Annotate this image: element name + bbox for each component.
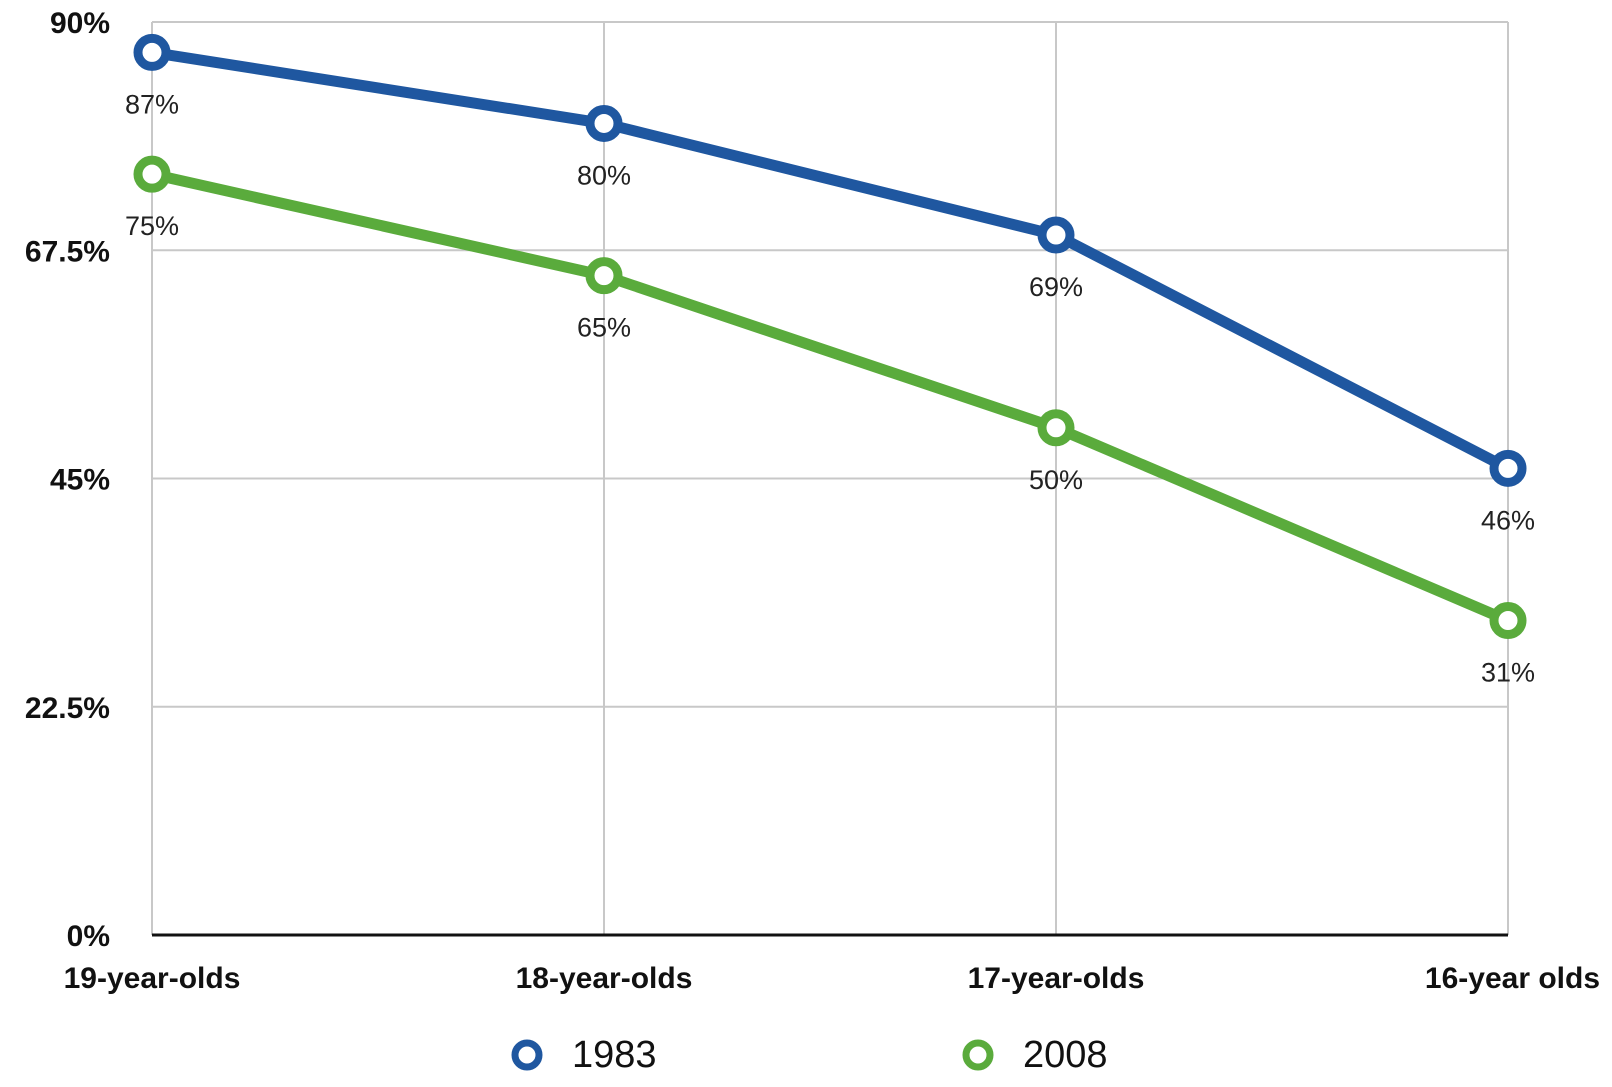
- x-tick-label: 17-year-olds: [968, 962, 1145, 995]
- data-point-1983: [1489, 449, 1527, 487]
- x-tick-label: 16-year olds: [1425, 962, 1600, 995]
- data-point-2008: [1489, 602, 1527, 640]
- data-label-1983: 46%: [1481, 505, 1535, 535]
- data-label-2008: 65%: [577, 313, 631, 343]
- x-axis-tick-labels: 19-year-olds 18-year-olds 17-year-olds 16-y…: [64, 962, 1600, 995]
- legend-label-2008: 2008: [1023, 1034, 1108, 1076]
- y-tick-label: 67.5%: [25, 235, 110, 268]
- y-tick-label: 0%: [67, 920, 110, 953]
- x-tick-label: 18-year-olds: [516, 962, 693, 995]
- y-tick-label: 90%: [50, 7, 110, 40]
- data-point-1983: [1037, 216, 1075, 254]
- y-tick-label: 45%: [50, 464, 110, 497]
- x-tick-label: 19-year-olds: [64, 962, 241, 995]
- data-label-2008: 50%: [1029, 465, 1083, 495]
- data-label-2008: 31%: [1481, 658, 1535, 688]
- legend-marker-1983: [511, 1039, 543, 1071]
- data-label-1983: 69%: [1029, 272, 1083, 302]
- data-point-1983: [133, 33, 171, 71]
- legend-marker-2008: [962, 1039, 994, 1071]
- data-point-2008: [585, 257, 623, 295]
- data-label-2008: 75%: [125, 211, 179, 241]
- legend: 1983 2008: [511, 1034, 1108, 1076]
- data-point-2008: [133, 155, 171, 193]
- data-point-1983: [585, 104, 623, 142]
- data-labels: 87% 80% 69% 46% 75% 65% 50% 31%: [125, 89, 1535, 687]
- series-line-1983: [146, 46, 1514, 474]
- y-axis-tick-labels: 0% 22.5% 45% 67.5% 90%: [25, 7, 110, 953]
- data-label-1983: 87%: [125, 89, 179, 119]
- data-point-2008: [1037, 409, 1075, 447]
- legend-label-1983: 1983: [572, 1034, 657, 1076]
- series-line-2008: [146, 168, 1514, 627]
- gridlines: [152, 21, 1509, 935]
- series: [133, 33, 1527, 640]
- data-label-1983: 80%: [577, 160, 631, 190]
- y-tick-label: 22.5%: [25, 692, 110, 725]
